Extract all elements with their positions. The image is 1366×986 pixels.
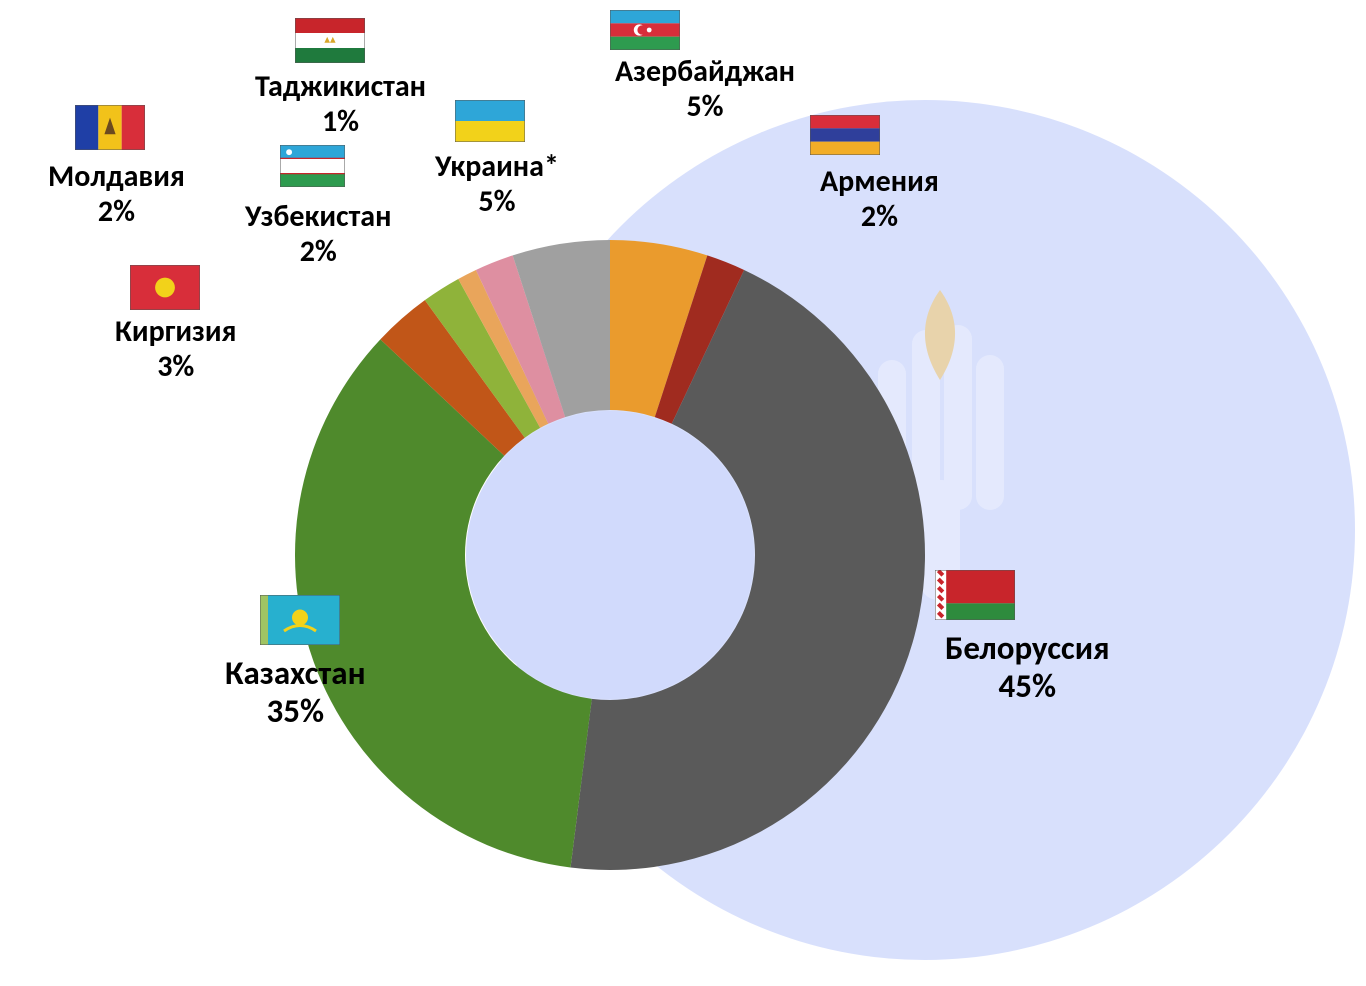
label-tajikistan-pct: 1%: [255, 105, 426, 140]
label-armenia: Армения2%: [820, 165, 939, 234]
label-tajikistan-name: Таджикистан: [255, 70, 426, 105]
label-ukraine-name: Украина*: [435, 150, 559, 185]
label-uzbekistan-pct: 2%: [245, 235, 391, 270]
flag-tajikistan-icon: [295, 18, 365, 63]
flag-kyrgyzstan-icon: [130, 265, 200, 310]
flag-azerbaijan-icon: [610, 10, 680, 50]
label-moldova: Молдавия2%: [48, 160, 185, 229]
label-belarus: Белоруссия45%: [945, 630, 1110, 706]
label-kazakhstan: Казахстан35%: [225, 655, 366, 731]
label-uzbekistan: Узбекистан2%: [245, 200, 391, 269]
label-belarus-name: Белоруссия: [945, 630, 1110, 668]
flag-uzbekistan-icon: [280, 145, 345, 187]
label-tajikistan: Таджикистан1%: [255, 70, 426, 139]
flag-kazakhstan-icon: [260, 595, 340, 645]
donut-chart: [295, 240, 925, 870]
label-armenia-name: Армения: [820, 165, 939, 200]
label-ukraine-pct: 5%: [435, 185, 559, 220]
flag-moldova-icon: [75, 105, 145, 150]
label-kazakhstan-pct: 35%: [225, 693, 366, 731]
label-kyrgyzstan-name: Киргизия: [115, 315, 236, 350]
label-kyrgyzstan: Киргизия3%: [115, 315, 236, 384]
label-azerbaijan-pct: 5%: [615, 90, 795, 125]
label-moldova-pct: 2%: [48, 195, 185, 230]
label-uzbekistan-name: Узбекистан: [245, 200, 391, 235]
label-armenia-pct: 2%: [820, 200, 939, 235]
label-kazakhstan-name: Казахстан: [225, 655, 366, 693]
flag-ukraine-icon: [455, 100, 525, 142]
label-azerbaijan: Азербайджан5%: [615, 55, 795, 124]
label-azerbaijan-name: Азербайджан: [615, 55, 795, 90]
label-ukraine: Украина*5%: [435, 150, 559, 219]
flag-belarus-icon: [935, 570, 1015, 620]
label-belarus-pct: 45%: [945, 668, 1110, 706]
label-moldova-name: Молдавия: [48, 160, 185, 195]
flag-armenia-icon: [810, 115, 880, 155]
label-kyrgyzstan-pct: 3%: [115, 350, 236, 385]
